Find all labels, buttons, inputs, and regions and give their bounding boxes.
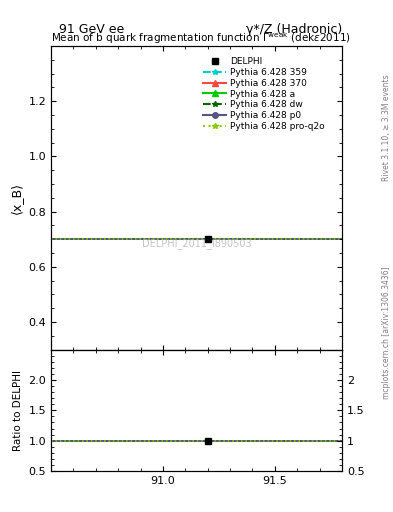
Text: Mean of b quark fragmentation function $\Gamma^{\mathrm{weak}}$ (dek$\varepsilon: Mean of b quark fragmentation function $… bbox=[51, 30, 351, 46]
Text: γ*/Z (Hadronic): γ*/Z (Hadronic) bbox=[246, 23, 342, 36]
Y-axis label: ⟨x_B⟩: ⟨x_B⟩ bbox=[10, 182, 23, 214]
Text: 91 GeV ee: 91 GeV ee bbox=[59, 23, 124, 36]
Legend: DELPHI, Pythia 6.428 359, Pythia 6.428 370, Pythia 6.428 a, Pythia 6.428 dw, Pyt: DELPHI, Pythia 6.428 359, Pythia 6.428 3… bbox=[200, 54, 329, 135]
Text: Rivet 3.1.10, ≥ 3.3M events: Rivet 3.1.10, ≥ 3.3M events bbox=[382, 75, 391, 181]
Text: mcplots.cern.ch [arXiv:1306.3436]: mcplots.cern.ch [arXiv:1306.3436] bbox=[382, 266, 391, 399]
Y-axis label: Ratio to DELPHI: Ratio to DELPHI bbox=[13, 370, 23, 451]
Text: DELPHI_2011_I890503: DELPHI_2011_I890503 bbox=[142, 238, 251, 249]
